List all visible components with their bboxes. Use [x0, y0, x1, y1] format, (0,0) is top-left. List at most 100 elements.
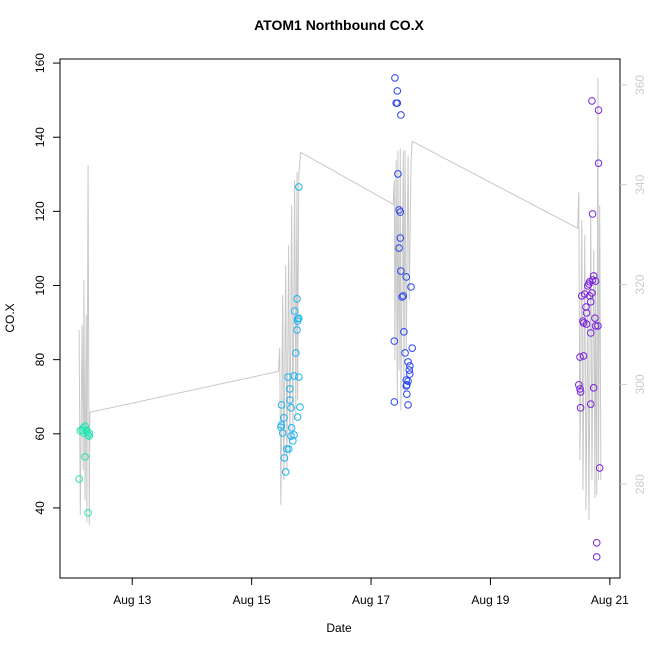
chart-title: ATOM1 Northbound CO.X — [254, 17, 424, 33]
point — [396, 208, 405, 216]
point — [75, 475, 83, 483]
y-axis-title: CO.X — [3, 303, 17, 332]
point — [390, 337, 399, 345]
point — [591, 322, 600, 330]
point — [580, 290, 589, 298]
line-series — [78, 77, 602, 526]
point — [594, 106, 603, 114]
point — [284, 445, 293, 453]
y-tick-label: 160 — [33, 53, 47, 73]
point — [85, 432, 94, 440]
point — [576, 385, 584, 393]
point — [586, 298, 595, 306]
y-tick-label: 120 — [33, 201, 47, 221]
point — [295, 373, 303, 381]
point — [295, 314, 303, 322]
point — [586, 400, 595, 408]
point — [84, 508, 92, 517]
y-tick-label: 60 — [33, 427, 47, 441]
point — [277, 401, 286, 409]
point — [396, 234, 405, 242]
point — [290, 431, 298, 439]
point — [595, 464, 604, 472]
point — [579, 352, 588, 360]
point — [393, 99, 402, 107]
point — [582, 309, 591, 317]
x-tick-label: Aug 15 — [233, 593, 271, 607]
point — [81, 452, 89, 461]
point — [576, 353, 584, 361]
y2-tick-label: 340 — [633, 174, 647, 194]
point — [286, 385, 294, 393]
point — [85, 429, 94, 437]
y2-tick-label: 360 — [633, 75, 647, 95]
point — [591, 277, 600, 285]
point — [592, 538, 601, 547]
point — [293, 315, 302, 323]
point — [292, 349, 300, 357]
y2-tick-label: 320 — [633, 274, 647, 294]
point — [278, 429, 287, 437]
x-tick-label: Aug 21 — [591, 593, 629, 607]
point — [594, 159, 603, 167]
point — [402, 376, 411, 384]
point — [281, 468, 290, 476]
point — [277, 421, 286, 429]
point — [589, 272, 598, 280]
point — [588, 289, 596, 297]
point — [576, 388, 585, 396]
point — [295, 183, 303, 191]
point — [583, 282, 592, 290]
y-tick-label: 80 — [33, 353, 47, 367]
point — [398, 293, 406, 301]
point — [293, 413, 302, 421]
point — [290, 372, 298, 380]
point — [400, 328, 408, 336]
point — [582, 303, 590, 311]
point — [280, 414, 288, 422]
point — [404, 401, 412, 409]
x-tick-label: Aug 19 — [471, 593, 509, 607]
point — [402, 382, 411, 390]
point — [280, 454, 289, 462]
point — [286, 396, 294, 404]
y-tick-label: 40 — [33, 501, 47, 515]
point — [390, 398, 399, 406]
point — [576, 404, 585, 412]
point — [408, 344, 417, 352]
x-tick-label: Aug 13 — [113, 593, 151, 607]
x-tick-label: Aug 17 — [352, 593, 390, 607]
y-tick-label: 140 — [33, 127, 47, 147]
plot-frame — [59, 58, 621, 579]
point — [287, 424, 296, 432]
point — [296, 403, 304, 411]
point — [588, 97, 596, 105]
x-axis-title: Date — [326, 621, 352, 635]
point — [403, 390, 411, 398]
point — [589, 384, 598, 392]
point — [393, 87, 402, 95]
y2-tick-label: 300 — [633, 374, 647, 394]
point — [407, 283, 415, 291]
point — [293, 295, 301, 303]
point — [594, 322, 602, 330]
point — [591, 314, 599, 322]
point — [582, 320, 591, 328]
point — [402, 273, 411, 281]
point — [406, 362, 414, 370]
point — [397, 111, 405, 119]
point — [293, 326, 301, 334]
point — [575, 381, 583, 389]
point — [289, 437, 297, 445]
point — [401, 349, 409, 357]
point — [399, 292, 408, 300]
point — [592, 553, 601, 561]
y-tick-label: 100 — [33, 275, 47, 295]
point — [287, 404, 295, 412]
point — [405, 366, 414, 374]
point — [404, 358, 412, 366]
point — [394, 170, 402, 178]
y2-tick-label: 280 — [633, 474, 647, 494]
